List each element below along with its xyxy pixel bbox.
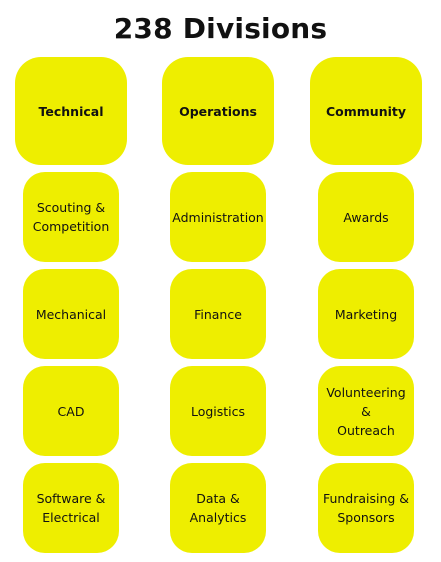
division-header-label: Community xyxy=(325,103,407,119)
division-header-community: Community xyxy=(310,57,422,165)
division-label: Software & Electrical xyxy=(36,491,106,525)
division-label: Volunteering & Outreach xyxy=(326,384,406,438)
diagram-title: 238 Divisions xyxy=(113,12,328,45)
division-label: Administration xyxy=(172,209,264,225)
division-header-label: Technical xyxy=(38,103,104,119)
division-box-volunteering-outreach: Volunteering & Outreach xyxy=(318,366,414,456)
division-box-administration: Administration xyxy=(170,172,266,262)
division-box-marketing: Marketing xyxy=(318,269,414,359)
division-label: Mechanical xyxy=(35,306,107,322)
division-box-awards: Awards xyxy=(318,172,414,262)
division-header-operations: Operations xyxy=(162,57,274,165)
division-header-technical: Technical xyxy=(15,57,127,165)
division-box-fundraising-sponsors: Fundraising & Sponsors xyxy=(318,463,414,553)
division-box-mechanical: Mechanical xyxy=(23,269,119,359)
division-label: CAD xyxy=(57,403,85,419)
division-box-finance: Finance xyxy=(170,269,266,359)
division-label: Logistics xyxy=(190,403,246,419)
division-box-cad: CAD xyxy=(23,366,119,456)
division-box-data-analytics: Data & Analytics xyxy=(170,463,266,553)
division-label: Data & Analytics xyxy=(189,491,247,525)
division-label: Awards xyxy=(343,209,389,225)
division-label: Scouting & Competition xyxy=(32,200,110,234)
division-label: Finance xyxy=(194,306,242,322)
division-box-logistics: Logistics xyxy=(170,366,266,456)
division-box-scouting-competition: Scouting & Competition xyxy=(23,172,119,262)
division-label: Marketing xyxy=(334,306,398,322)
division-label: Fundraising & Sponsors xyxy=(322,491,410,525)
division-header-label: Operations xyxy=(179,103,257,119)
division-box-software-electrical: Software & Electrical xyxy=(23,463,119,553)
